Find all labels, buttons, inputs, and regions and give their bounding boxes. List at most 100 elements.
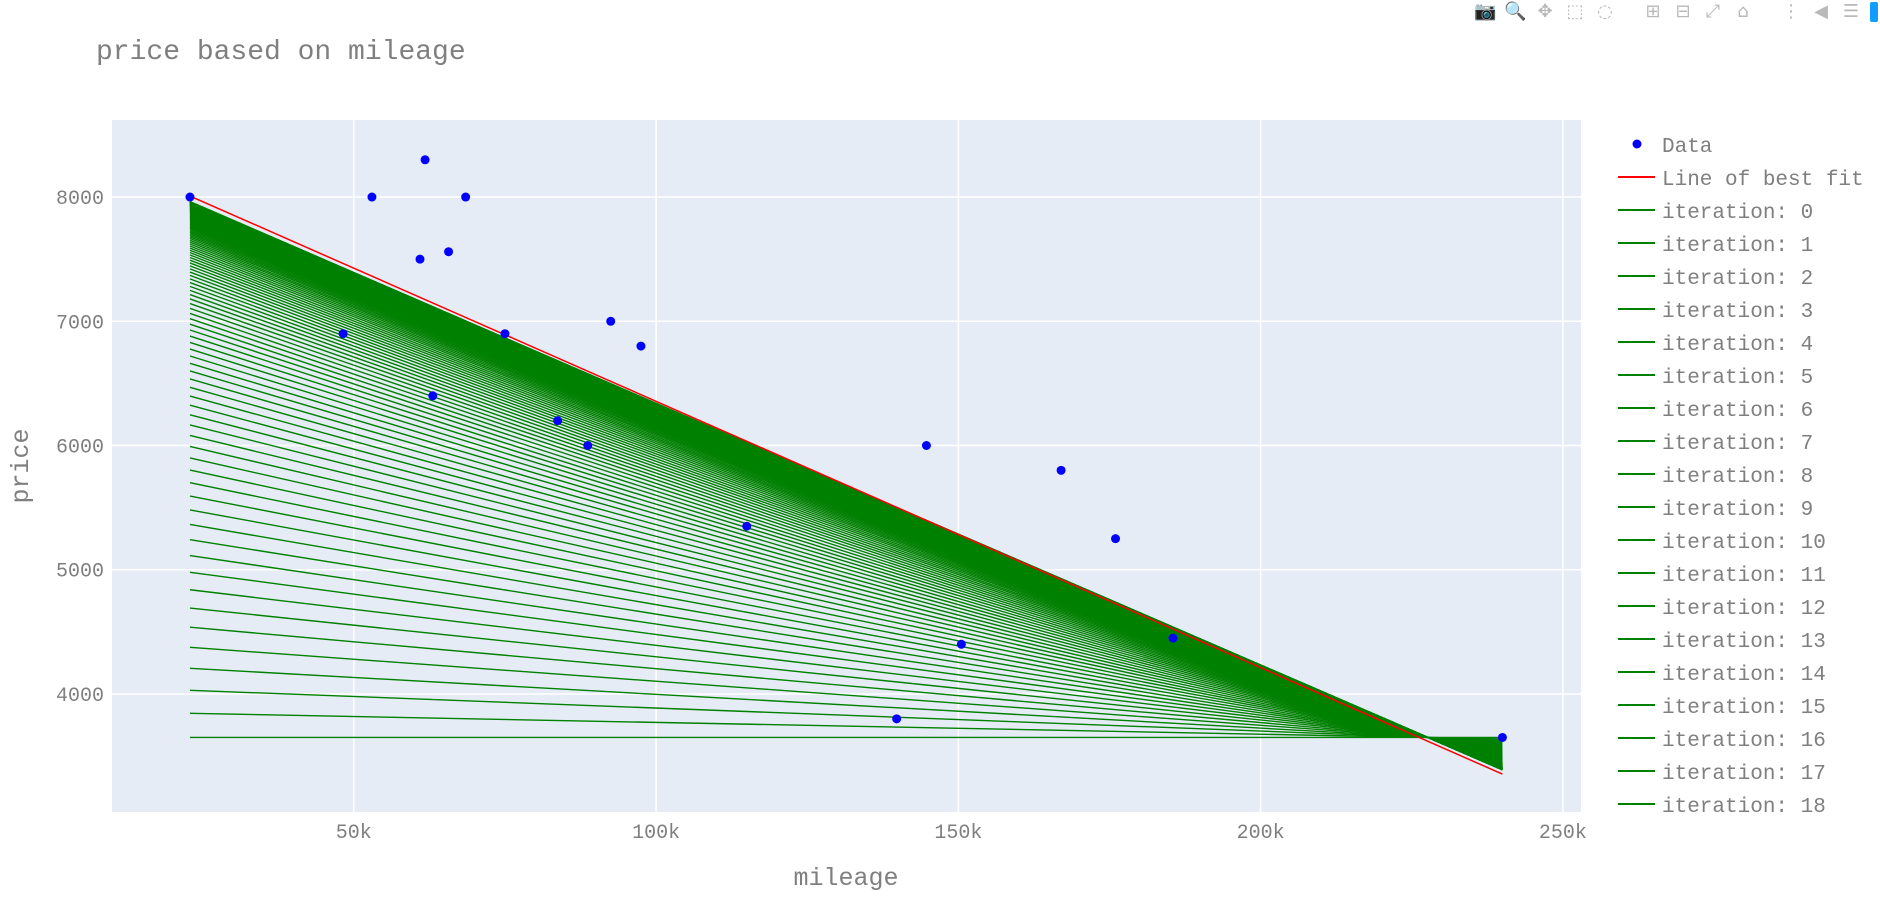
data-point[interactable]: [1168, 633, 1178, 643]
legend-label: iteration: 7: [1662, 433, 1813, 456]
legend-label: iteration: 3: [1662, 301, 1813, 324]
legend-item-iteration[interactable]: iteration: 11: [1618, 565, 1826, 588]
legend-item-iteration[interactable]: iteration: 2: [1618, 268, 1813, 291]
legend-item-iteration[interactable]: iteration: 7: [1618, 433, 1813, 456]
legend-item-iteration[interactable]: iteration: 9: [1618, 499, 1813, 522]
data-point[interactable]: [921, 441, 931, 451]
iteration-line: [189, 395, 1503, 759]
legend-label: iteration: 2: [1662, 268, 1813, 291]
y-tick-label: 6000: [56, 437, 104, 460]
best-fit-line-group: [189, 195, 1503, 775]
legend-label: iteration: 15: [1662, 697, 1826, 720]
x-tick-label: 250k: [1539, 822, 1587, 845]
iteration-line: [189, 689, 1503, 741]
data-point[interactable]: [636, 341, 646, 351]
data-point[interactable]: [1056, 465, 1066, 475]
legend-label: iteration: 5: [1662, 367, 1813, 390]
data-point[interactable]: [1497, 732, 1507, 742]
legend-item-iteration[interactable]: iteration: 12: [1618, 598, 1826, 621]
iteration-line: [189, 348, 1503, 762]
hover-compare-icon[interactable]: ☰: [1842, 1, 1860, 22]
hover-closest-icon[interactable]: ◀: [1814, 1, 1828, 22]
data-point[interactable]: [415, 254, 425, 264]
data-point[interactable]: [1111, 534, 1121, 544]
legend-item-iteration[interactable]: iteration: 13: [1618, 631, 1826, 654]
legend-item-best-fit[interactable]: Line of best fit: [1618, 169, 1864, 192]
spike-lines-icon[interactable]: ⋮: [1782, 1, 1800, 22]
legend-label: iteration: 8: [1662, 466, 1813, 489]
zoom-icon[interactable]: 🔍: [1504, 1, 1527, 22]
data-point[interactable]: [444, 247, 454, 257]
legend-item-iteration[interactable]: iteration: 5: [1618, 367, 1813, 390]
y-axis-title: price: [7, 428, 36, 503]
legend: Data Line of best fit iteration: 0 iteratio…: [1618, 136, 1864, 819]
plotly-logo-icon[interactable]: [1870, 2, 1878, 22]
legend-item-data[interactable]: Data: [1632, 136, 1713, 159]
legend-label: iteration: 12: [1662, 598, 1826, 621]
legend-item-iteration[interactable]: iteration: 17: [1618, 763, 1826, 786]
data-point[interactable]: [420, 155, 430, 165]
autoscale-icon[interactable]: ⤢: [1705, 1, 1721, 22]
data-point[interactable]: [428, 391, 438, 401]
legend-item-iteration[interactable]: iteration: 0: [1618, 202, 1813, 225]
data-point[interactable]: [461, 192, 471, 202]
x-tick-label: 100k: [632, 822, 680, 845]
legend-item-iteration[interactable]: iteration: 4: [1618, 334, 1813, 357]
iteration-line: [189, 404, 1503, 759]
iteration-line: [189, 495, 1503, 753]
iteration-line: [189, 667, 1503, 743]
data-point[interactable]: [742, 521, 752, 531]
x-axis-title: mileage: [793, 864, 898, 893]
reset-axes-icon[interactable]: ⌂: [1737, 1, 1749, 22]
zoom-out-icon[interactable]: ⊟: [1675, 1, 1691, 22]
iteration-line: [189, 571, 1503, 749]
x-axis-ticks: 50k 100k 150k 200k 250k: [336, 822, 1587, 845]
camera-icon[interactable]: 📷: [1474, 1, 1497, 22]
data-point[interactable]: [500, 329, 510, 339]
iteration-line: [189, 509, 1503, 752]
iteration-line: [189, 482, 1503, 754]
iteration-line: [189, 626, 1503, 745]
lasso-select-icon[interactable]: ◌: [1597, 1, 1613, 22]
y-tick-label: 5000: [56, 561, 104, 584]
legend-item-iteration[interactable]: iteration: 3: [1618, 301, 1813, 324]
legend-item-iteration[interactable]: iteration: 6: [1618, 400, 1813, 423]
legend-label: iteration: 16: [1662, 730, 1826, 753]
box-select-icon[interactable]: ⬚: [1566, 1, 1584, 22]
pan-icon[interactable]: ✥: [1537, 1, 1553, 22]
iteration-line: [189, 589, 1503, 748]
data-point[interactable]: [606, 316, 616, 326]
legend-label: iteration: 6: [1662, 400, 1813, 423]
x-tick-label: 200k: [1237, 822, 1285, 845]
legend-label: iteration: 1: [1662, 235, 1813, 258]
legend-label: iteration: 10: [1662, 532, 1826, 555]
data-point[interactable]: [185, 192, 195, 202]
legend-item-iteration[interactable]: iteration: 1: [1618, 235, 1813, 258]
iteration-line: [189, 424, 1503, 757]
data-point[interactable]: [583, 441, 593, 451]
legend-item-iteration[interactable]: iteration: 16: [1618, 730, 1826, 753]
legend-item-iteration[interactable]: iteration: 8: [1618, 466, 1813, 489]
legend-marker: [1632, 139, 1642, 149]
iteration-line: [189, 386, 1503, 760]
data-point[interactable]: [892, 714, 902, 724]
y-axis-ticks: 4000 5000 6000 7000 8000: [56, 188, 104, 708]
x-tick-label: 150k: [934, 822, 982, 845]
data-point[interactable]: [956, 639, 966, 649]
zoom-in-icon[interactable]: ⊞: [1645, 1, 1661, 22]
data-point[interactable]: [367, 192, 377, 202]
iteration-line: [189, 362, 1503, 761]
data-point[interactable]: [338, 329, 348, 339]
iteration-line: [189, 414, 1503, 758]
legend-label: iteration: 0: [1662, 202, 1813, 225]
legend-item-iteration[interactable]: iteration: 18: [1618, 796, 1826, 819]
iteration-line: [189, 538, 1503, 751]
legend-item-iteration[interactable]: iteration: 10: [1618, 532, 1826, 555]
iteration-line: [189, 457, 1503, 755]
iteration-line: [189, 712, 1503, 740]
legend-item-iteration[interactable]: iteration: 15: [1618, 697, 1826, 720]
iteration-line: [189, 355, 1503, 762]
data-point[interactable]: [553, 416, 563, 426]
legend-item-iteration[interactable]: iteration: 14: [1618, 664, 1826, 687]
